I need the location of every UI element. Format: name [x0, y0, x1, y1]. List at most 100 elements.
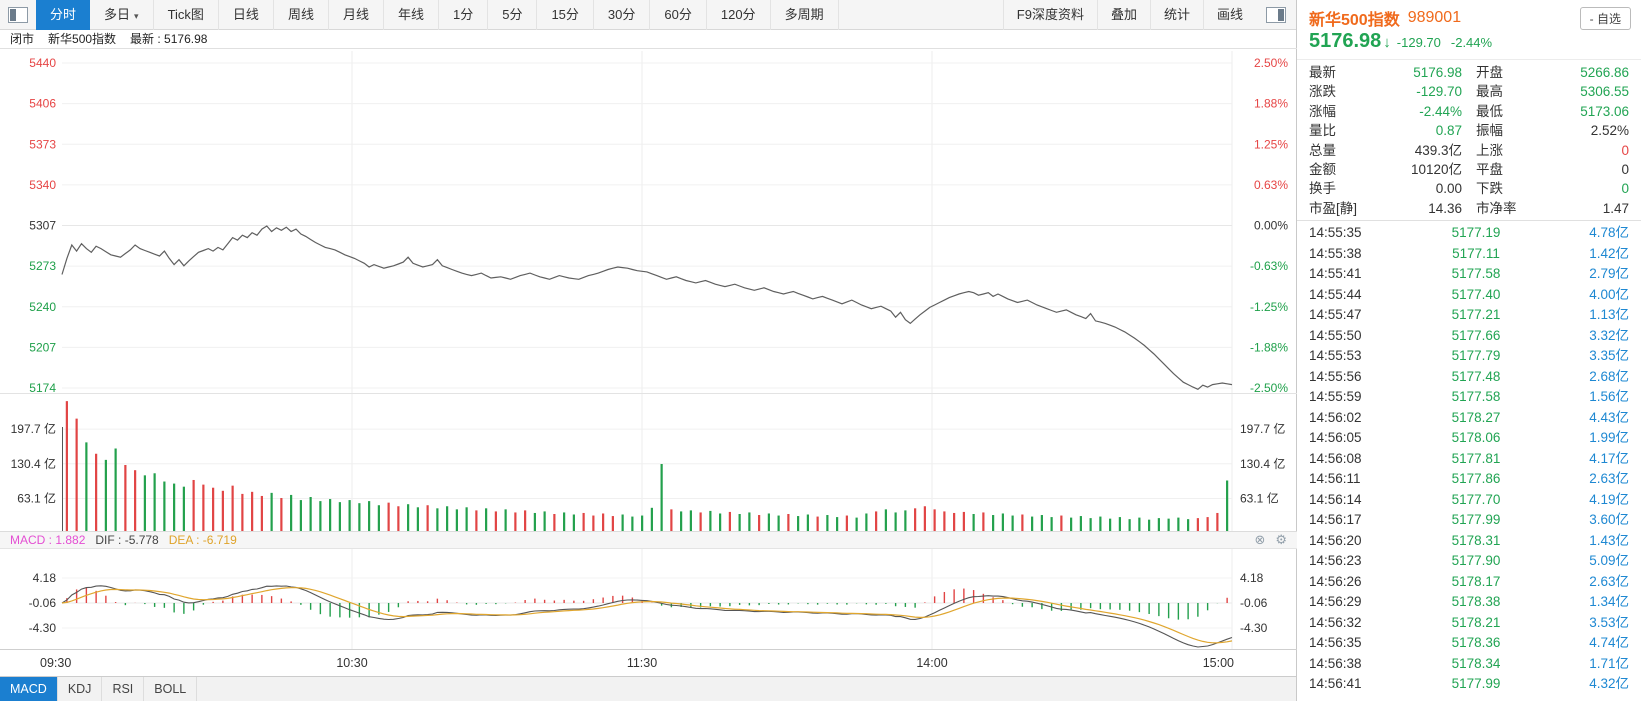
toolbar-item-1min[interactable]: 1分 — [439, 0, 489, 30]
stat-label: 市盈[静] — [1309, 200, 1358, 216]
tick-price: 5177.11 — [1452, 245, 1500, 261]
indicator-settings-gear-icon[interactable]: ⚙ — [1275, 532, 1287, 547]
tick-row: 14:55:44 5177.40 4.00亿 — [1309, 285, 1629, 306]
stat-label: 振幅 — [1476, 123, 1503, 139]
dea-line — [61, 587, 1233, 644]
toolbar-item-nianxian[interactable]: 年线 — [384, 0, 439, 30]
close-indicator-icon[interactable]: ⊗ — [1254, 532, 1266, 547]
tick-volume: 2.68亿 — [1589, 368, 1629, 384]
dea-value: DEA : -6.719 — [168, 533, 237, 547]
stat-label: 换手 — [1309, 181, 1336, 197]
tick-volume: 3.32亿 — [1589, 327, 1629, 343]
stat-value: 5173.06 — [1580, 103, 1629, 119]
price-axis-label: 5240 — [29, 300, 56, 314]
price-axis-label: 5174 — [29, 381, 56, 395]
intraday-chart[interactable]: 5440 2.50% 5406 1.88% 5373 1.25% 5340 0.63% 5307… — [0, 49, 1297, 677]
tab-macd[interactable]: MACD — [0, 677, 58, 701]
tab-kdj[interactable]: KDJ — [58, 677, 103, 701]
tab-boll[interactable]: BOLL — [144, 677, 198, 701]
tick-row: 14:56:14 5177.70 4.19亿 — [1309, 490, 1629, 511]
macd-histogram — [66, 587, 1228, 620]
period-buttons: 分时 多日 ▾ Tick图 日线 周线 月线 年线 1分 5分 15分 30分 60分 120分 多周期 — [36, 0, 839, 30]
tick-volume: 2.79亿 — [1589, 266, 1629, 282]
toolbar-item-30min[interactable]: 30分 — [594, 0, 651, 30]
tick-volume: 1.56亿 — [1589, 389, 1629, 405]
tick-time: 14:56:29 — [1309, 594, 1362, 610]
toolbar-item-60min[interactable]: 60分 — [650, 0, 707, 30]
tick-volume: 4.32亿 — [1589, 676, 1629, 692]
tick-row: 14:56:20 5178.31 1.43亿 — [1309, 531, 1629, 552]
tick-time: 14:56:02 — [1309, 409, 1362, 425]
period-toolbar: 分时 多日 ▾ Tick图 日线 周线 月线 年线 1分 5分 15分 30分 60分 120分 多周期 F… — [0, 0, 1296, 30]
toolbar-action-f9[interactable]: F9深度资料 — [1002, 0, 1097, 30]
tick-row: 14:55:47 5177.21 1.13亿 — [1309, 305, 1629, 326]
stat-label: 最新 — [1309, 65, 1336, 80]
volume-axis-label: 197.7 亿 — [1240, 421, 1285, 436]
toolbar-action-draw[interactable]: 画线 — [1202, 0, 1256, 30]
toolbar-item-15min[interactable]: 15分 — [537, 0, 594, 30]
dif-line — [61, 585, 1233, 648]
toolbar-action-stat[interactable]: 统计 — [1149, 0, 1203, 30]
stat-label: 开盘 — [1476, 65, 1503, 80]
toolbar-item-5min[interactable]: 5分 — [488, 0, 538, 30]
stat-label: 上涨 — [1476, 142, 1503, 158]
tick-trade-list[interactable]: 14:55:35 5177.19 4.78亿 14:55:38 5177.11 1.42亿… — [1297, 220, 1641, 701]
stat-value: 0.87 — [1435, 123, 1462, 139]
tick-price: 5177.99 — [1451, 676, 1501, 692]
macd-axis-label: -0.06 — [1240, 596, 1268, 610]
last-price: 5176.98 — [1309, 30, 1382, 52]
tick-time: 14:56:08 — [1309, 450, 1362, 466]
tick-row: 14:56:11 5177.86 2.63亿 — [1309, 469, 1629, 490]
toolbar-item-duori[interactable]: 多日 ▾ — [90, 0, 154, 30]
left-panel-toggle-icon[interactable] — [8, 6, 28, 23]
quote-stats-row: 最新 5176.98 开盘 5266.86 — [1309, 63, 1631, 82]
tick-price: 5177.66 — [1451, 327, 1501, 343]
toolbar-item-tick[interactable]: Tick图 — [154, 0, 219, 30]
toolbar-action-overlay[interactable]: 叠加 — [1096, 0, 1150, 30]
stat-value: 1.47 — [1602, 200, 1629, 216]
tick-time: 14:56:20 — [1309, 532, 1362, 548]
tick-row: 14:55:38 5177.11 1.42亿 — [1309, 244, 1629, 265]
stat-label: 平盘 — [1476, 161, 1503, 177]
tick-price: 5177.21 — [1451, 307, 1501, 323]
toolbar-item-fenshi[interactable]: 分时 — [36, 0, 91, 30]
volume-axis-label: 63.1 亿 — [1240, 490, 1279, 505]
toolbar-item-rixian[interactable]: 日线 — [219, 0, 274, 30]
quote-stats-row: 换手 0.00 下跌 0 — [1309, 179, 1631, 198]
price-axis-label: 5340 — [29, 178, 56, 192]
stat-label: 下跌 — [1476, 181, 1503, 197]
percent-axis-label: 0.00% — [1254, 219, 1288, 233]
toolbar-item-120min[interactable]: 120分 — [707, 0, 771, 30]
tick-time: 14:55:53 — [1309, 348, 1362, 364]
tick-volume: 2.63亿 — [1589, 471, 1629, 487]
toolbar-item-zhouxian[interactable]: 周线 — [274, 0, 329, 30]
quote-stats-row: 涨跌 -129.70 最高 5306.55 — [1309, 82, 1631, 101]
right-panel-toggle-icon[interactable] — [1266, 6, 1286, 23]
tick-row: 14:55:35 5177.19 4.78亿 — [1309, 223, 1629, 244]
tick-price: 5177.58 — [1451, 389, 1501, 405]
tick-price: 5178.27 — [1451, 409, 1501, 425]
stat-label: 市净率 — [1476, 200, 1517, 216]
stock-code: 989001 — [1407, 9, 1462, 26]
toolbar-item-multi[interactable]: 多周期 — [771, 0, 839, 30]
price-down-arrow-icon: ↓ — [1383, 34, 1391, 51]
macd-indicator-header: MACD : 1.882 DIF : -5.778 DEA : -6.719 ⊗… — [0, 531, 1297, 549]
time-axis-label: 15:00 — [1203, 656, 1234, 670]
time-axis-label: 11:30 — [627, 656, 657, 670]
time-axis-label: 14:00 — [916, 656, 947, 670]
tick-row: 14:55:41 5177.58 2.79亿 — [1309, 264, 1629, 285]
tab-rsi[interactable]: RSI — [102, 677, 145, 701]
percent-axis-label: 0.63% — [1254, 178, 1288, 192]
tick-row: 14:56:26 5178.17 2.63亿 — [1309, 572, 1629, 593]
macd-axis-label: 4.18 — [1240, 571, 1264, 585]
tick-volume: 4.19亿 — [1589, 491, 1629, 507]
watchlist-remove-button[interactable]: - 自选 — [1579, 6, 1631, 30]
tick-row: 14:56:17 5177.99 3.60亿 — [1309, 510, 1629, 531]
quote-stats-row: 金额 10120亿 平盘 0 — [1309, 160, 1631, 179]
toolbar-item-yuexian[interactable]: 月线 — [329, 0, 384, 30]
tick-time: 14:55:44 — [1309, 286, 1362, 302]
tick-volume: 4.78亿 — [1589, 225, 1629, 241]
stat-label: 涨幅 — [1309, 103, 1336, 119]
dif-value: DIF : -5.778 — [95, 533, 159, 547]
stat-value: 5306.55 — [1580, 84, 1629, 100]
